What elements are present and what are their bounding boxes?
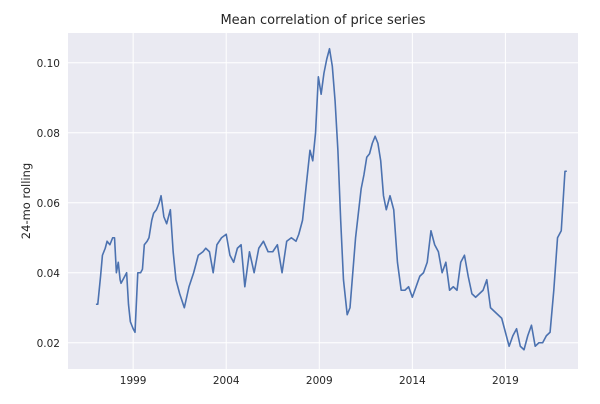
plot-area xyxy=(68,33,578,369)
y-axis-ticks: 0.02 0.04 0.06 0.08 0.10 xyxy=(37,58,61,350)
x-axis-ticks: 1999 2004 2009 2014 2019 xyxy=(120,375,519,387)
y-tick-label: 0.10 xyxy=(37,58,60,70)
y-tick-label: 0.08 xyxy=(37,128,60,140)
x-tick-label: 1999 xyxy=(120,375,147,387)
y-tick-label: 0.06 xyxy=(37,198,61,210)
x-tick-label: 2009 xyxy=(306,375,333,387)
x-tick-label: 2004 xyxy=(213,375,240,387)
x-tick-label: 2014 xyxy=(399,375,426,387)
y-tick-label: 0.04 xyxy=(37,268,61,280)
x-tick-label: 2019 xyxy=(492,375,519,387)
y-tick-label: 0.02 xyxy=(37,338,60,350)
series-line xyxy=(95,47,567,351)
grid-lines xyxy=(68,33,578,369)
chart-title: Mean correlation of price series xyxy=(220,13,425,28)
y-axis-label: 24-mo rolling xyxy=(19,163,33,239)
